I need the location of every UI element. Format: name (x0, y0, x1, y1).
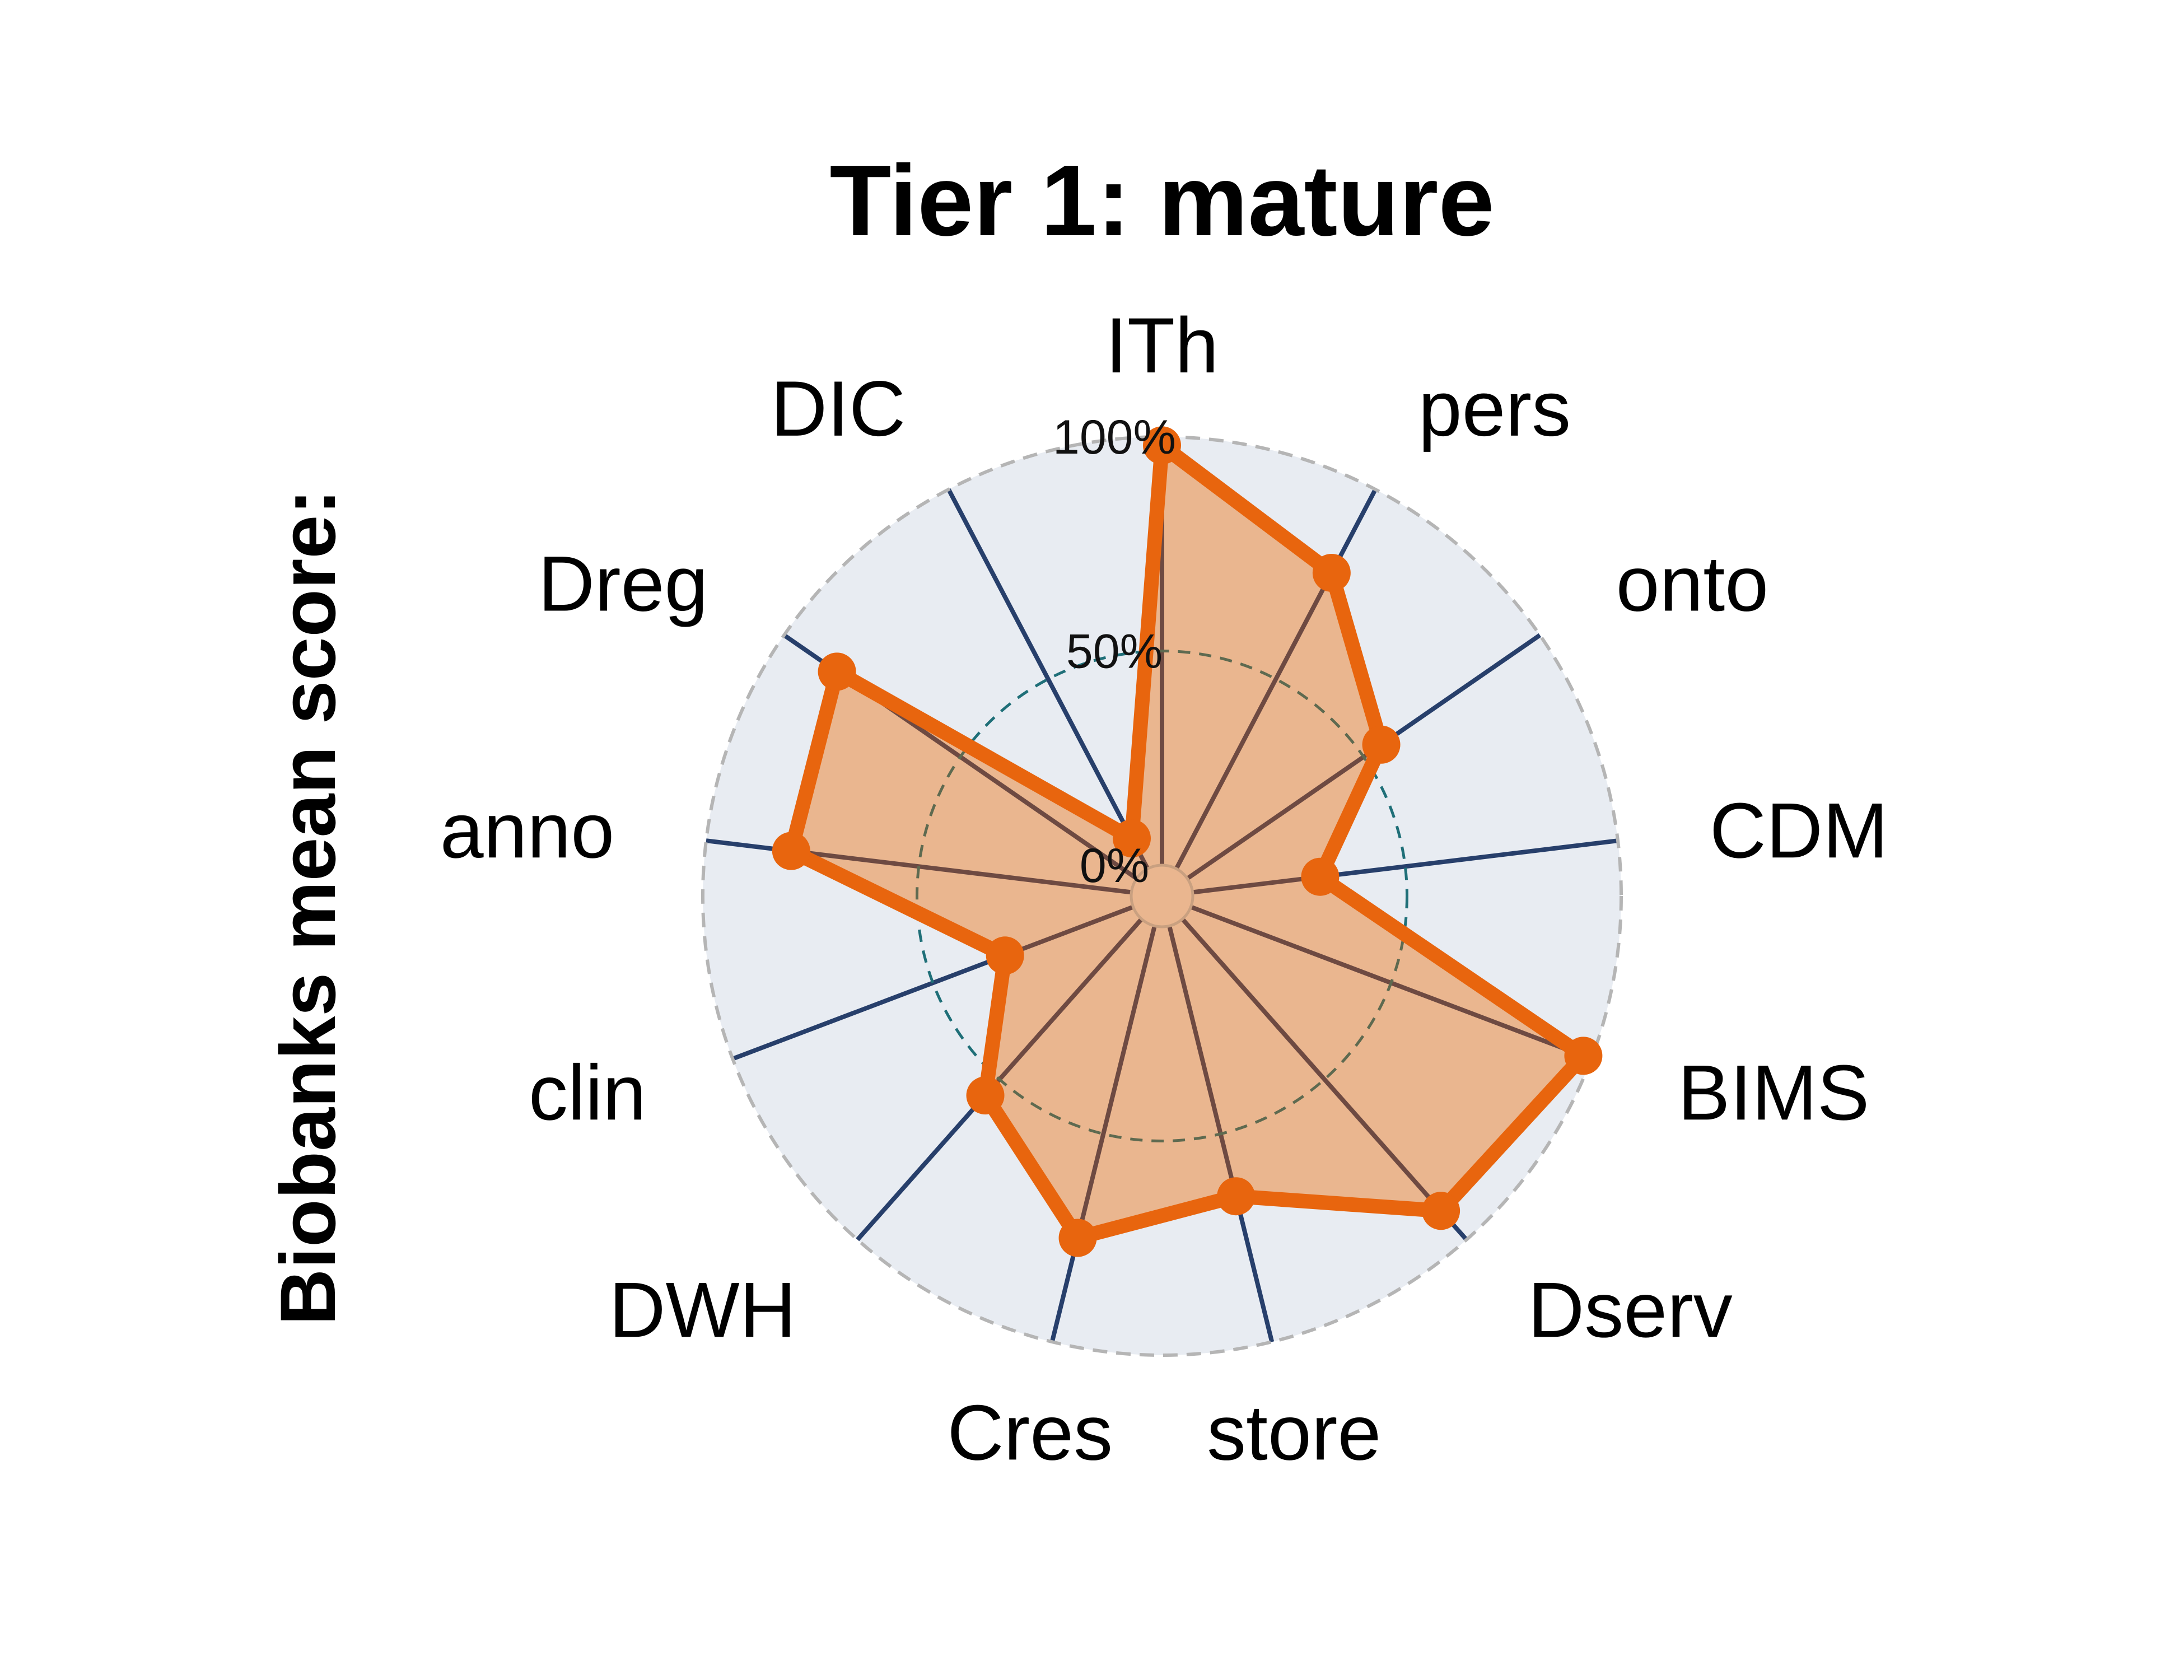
spoke-inner-pers (1174, 572, 1334, 870)
category-label-DWH: DWH (609, 1266, 796, 1354)
series-line (783, 438, 1591, 1245)
category-label-Cres: Cres (947, 1388, 1113, 1476)
spoke-inner-clin (1004, 904, 1134, 958)
y-axis-label: Biobanks mean score: (264, 489, 352, 1326)
data-point-pers (1312, 553, 1351, 592)
spoke-inner-DWH (983, 917, 1144, 1097)
category-label-Dreg: Dreg (538, 539, 708, 627)
spoke-inner-CDM (1192, 874, 1320, 895)
chart-title: Tier 1: mature (829, 144, 1494, 257)
r-tick-label-2: 100% (1053, 410, 1176, 464)
spoke-inner-BIMS (1190, 904, 1584, 1058)
data-point-Cres (1058, 1219, 1097, 1257)
grid-ring-100 (701, 435, 1623, 1357)
category-label-store: store (1207, 1388, 1381, 1476)
category-label-ITh: ITh (1105, 301, 1219, 389)
radar-plot-area: 0% 50% 100% ITh pers onto CDM BIMS Dserv store Cre… (440, 301, 1888, 1476)
series-area (791, 445, 1584, 1238)
category-label-BIMS: BIMS (1678, 1048, 1869, 1136)
data-point-DWH (966, 1076, 1005, 1115)
data-point-clin (986, 936, 1024, 975)
center-disc (1130, 864, 1194, 928)
category-label-CDM: CDM (1710, 786, 1888, 874)
data-point-Dserv (1422, 1192, 1460, 1230)
spoke-DIC (946, 488, 1150, 870)
data-point-CDM (1301, 857, 1340, 896)
category-label-DIC: DIC (771, 365, 906, 452)
category-label-Dserv: Dserv (1528, 1266, 1733, 1354)
data-point-store (1217, 1177, 1256, 1216)
category-label-onto: onto (1616, 539, 1768, 627)
data-point-ITh (1143, 426, 1181, 465)
spoke-inner-onto (1186, 743, 1383, 881)
category-label-clin: clin (529, 1048, 646, 1136)
data-point-BIMS (1564, 1037, 1603, 1075)
data-point-onto (1362, 725, 1401, 764)
category-label-pers: pers (1418, 365, 1571, 452)
spoke-inner-Dserv (1180, 917, 1443, 1212)
data-point-Dreg (818, 652, 856, 691)
r-tick-label-0: 0% (1080, 839, 1149, 893)
spoke-inner-Cres (1075, 925, 1157, 1239)
data-point-anno (772, 832, 810, 870)
data-point-DIC (1112, 819, 1151, 858)
spoke-inner-anno (791, 848, 1132, 895)
spoke-inner-store (1167, 925, 1239, 1197)
r-tick-label-1: 50% (1066, 625, 1163, 679)
category-label-anno: anno (440, 786, 614, 874)
